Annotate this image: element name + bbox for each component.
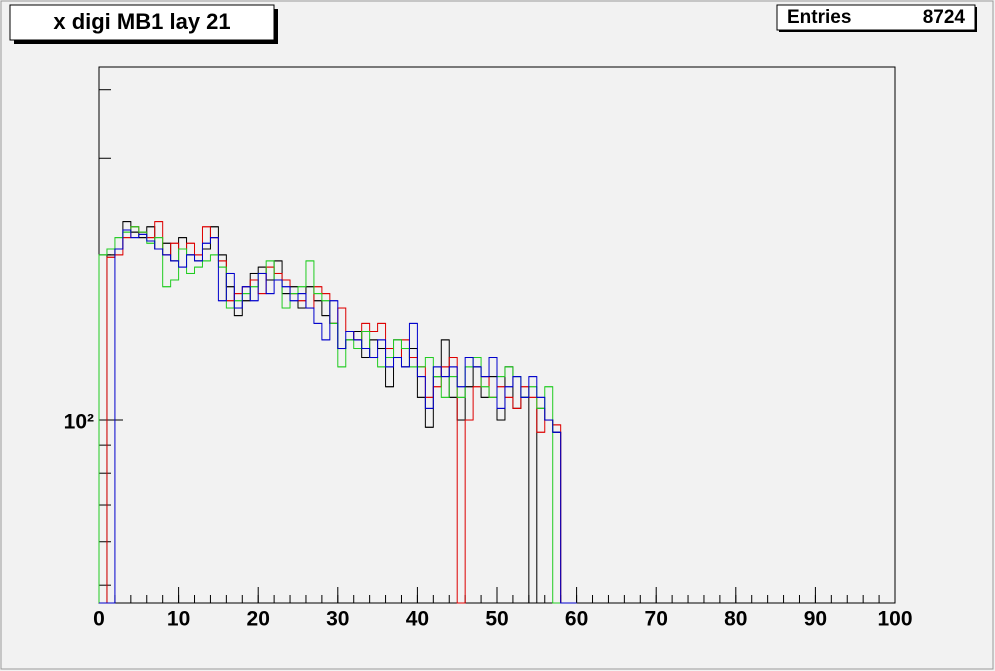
x-tick-label: 70 — [645, 608, 668, 631]
x-tick-label: 100 — [877, 608, 912, 631]
stats-box — [776, 4, 976, 31]
x-tick-label: 0 — [93, 608, 105, 631]
x-tick-label: 80 — [724, 608, 747, 631]
y-tick-label: 10² — [64, 411, 94, 434]
stats-label: Entries — [787, 7, 851, 28]
chart-title: x digi MB1 lay 21 — [53, 9, 230, 34]
stats-value: 8724 — [923, 7, 966, 28]
x-tick-label: 30 — [326, 608, 349, 631]
x-tick-label: 40 — [406, 608, 429, 631]
plot-frame — [98, 66, 896, 604]
x-tick-label: 90 — [804, 608, 827, 631]
x-tick-label: 10 — [167, 608, 190, 631]
x-tick-label: 50 — [485, 608, 508, 631]
x-tick-label: 60 — [565, 608, 588, 631]
title-box — [9, 4, 275, 41]
x-tick-label: 20 — [247, 608, 270, 631]
